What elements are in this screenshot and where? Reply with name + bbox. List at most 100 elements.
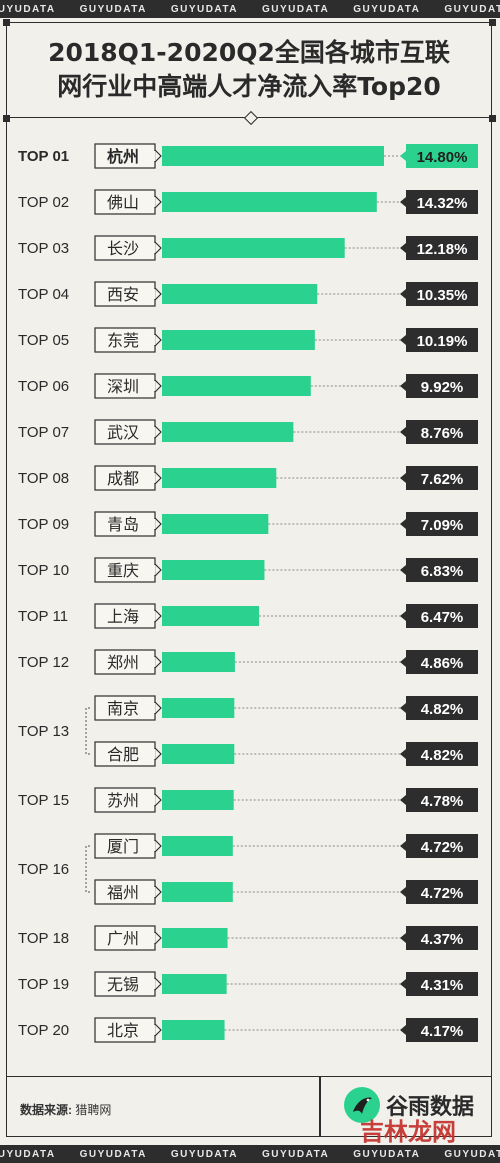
city-name: 广州 [107,929,139,948]
city-name: 重庆 [107,561,139,580]
value-badge [400,972,478,996]
bar [162,376,311,396]
city-label-box [94,787,156,813]
bar [162,836,233,856]
city-label-box [94,741,156,767]
bottom-brand-band: GUYUDATA GUYUDATA GUYUDATA GUYUDATA GUYUDATA… [0,1145,500,1163]
value-label: 7.62% [421,471,464,488]
value-label: 4.31% [421,977,464,994]
band-text: GUYUDATA [170,3,238,15]
source-label: 数据来源: [20,1103,72,1117]
watermark: 吉林龙网 [360,1117,456,1146]
city-name: 合肥 [107,745,139,764]
band-text: GUYUDATA [444,1148,500,1160]
city-name: 成都 [107,469,139,488]
value-badge [400,144,478,168]
value-label: 14.32% [417,195,468,212]
city-name: 郑州 [107,653,139,672]
value-badge [400,420,478,444]
value-badge [400,374,478,398]
city-label-box [94,143,156,169]
bar [162,1020,225,1040]
source-value: 猎聘网 [75,1103,112,1117]
value-label: 6.47% [421,609,464,626]
value-badge [400,696,478,720]
city-name: 福州 [107,883,139,902]
city-name: 长沙 [107,239,139,258]
rank-label: TOP 03 [18,240,69,257]
city-name: 苏州 [107,791,139,810]
city-name: 西安 [107,285,139,304]
frame-corner [3,19,10,26]
bar [162,974,227,994]
bar [162,790,234,810]
city-name: 深圳 [107,377,139,396]
value-badge [400,236,478,260]
city-label-pointer [154,471,162,485]
city-label-box [94,695,156,721]
city-name: 佛山 [107,193,139,212]
value-label: 4.37% [421,931,464,948]
value-badge [400,558,478,582]
band-text: GUYUDATA [0,3,56,15]
city-label-box [94,327,156,353]
value-badge [400,282,478,306]
band-text: GUYUDATA [262,3,330,15]
rank-label: TOP 09 [18,516,69,533]
bar [162,606,260,626]
footer: 数据来源: 猎聘网 谷雨数据 [6,1076,492,1137]
value-label: 10.19% [417,333,468,350]
bar [162,514,269,534]
frame-corner [489,115,496,122]
rank-label: TOP 06 [18,378,69,395]
city-label-pointer [154,931,162,945]
value-label: 10.35% [417,287,468,304]
rank-label: TOP 15 [18,792,69,809]
city-name: 东莞 [107,331,139,350]
value-badge [400,512,478,536]
city-label-box [94,465,156,491]
city-label-pointer [154,333,162,347]
band-text: GUYUDATA [79,3,147,15]
frame-corner [3,115,10,122]
rank-label: TOP 10 [18,562,69,579]
city-label-pointer [154,839,162,853]
bar [162,192,377,212]
bar [162,284,318,304]
data-source: 数据来源: 猎聘网 [20,1101,111,1118]
bar [162,422,294,442]
value-label: 4.86% [421,655,464,672]
city-label-box [94,373,156,399]
city-label-box [94,511,156,537]
city-label-box [94,971,156,997]
rank-label: TOP 07 [18,424,69,441]
value-label: 4.82% [421,701,464,718]
city-name: 武汉 [107,423,139,442]
rank-label: TOP 19 [18,976,69,993]
city-label-box [94,925,156,951]
value-label: 9.92% [421,379,464,396]
value-label: 14.80% [417,149,468,166]
bar [162,146,384,166]
city-label-box [94,189,156,215]
city-name: 厦门 [107,837,139,856]
value-label: 12.18% [417,241,468,258]
city-label-pointer [154,241,162,255]
rank-label: TOP 04 [18,286,69,303]
rank-label: TOP 05 [18,332,69,349]
value-badge [400,880,478,904]
city-label-pointer [154,517,162,531]
city-label-box [94,603,156,629]
brand: 谷雨数据 [344,1087,474,1123]
city-label-pointer [154,747,162,761]
value-badge [400,650,478,674]
band-text: GUYUDATA [79,1148,147,1160]
value-label: 7.09% [421,517,464,534]
city-label-pointer [154,563,162,577]
chart-title-line-1: 2018Q1-2020Q2全国各城市互联 [48,37,450,67]
city-name: 南京 [107,699,139,718]
value-label: 8.76% [421,425,464,442]
value-badge [400,328,478,352]
rank-label: TOP 01 [18,148,69,165]
tie-bracket [85,707,90,755]
